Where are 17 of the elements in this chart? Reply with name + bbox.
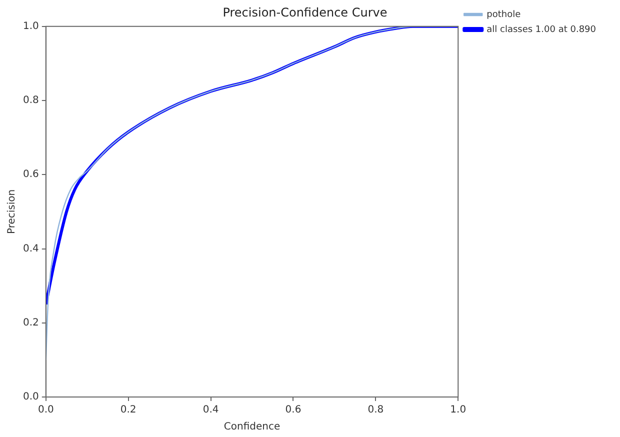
legend-label: pothole: [486, 10, 522, 20]
y-tick-label: 1.0: [22, 20, 39, 32]
y-tick-label: 0.6: [22, 169, 39, 180]
x-tick-label: 0.2: [120, 404, 136, 416]
chart-title: Precision-Confidence Curve: [222, 5, 388, 20]
y-tick-label: 0.8: [22, 95, 39, 106]
legend-label: all classes 1.00 at 0.890: [486, 24, 596, 35]
x-axis-title: Confidence: [224, 422, 280, 433]
x-tick-label: 0.6: [285, 404, 302, 416]
x-tick-label: 0.4: [202, 404, 219, 416]
y-tick-label: 0.4: [22, 243, 39, 254]
y-tick-label: 0.2: [22, 317, 39, 328]
y-tick-label: 0.0: [22, 392, 39, 403]
x-tick-label: 1.0: [450, 404, 466, 416]
x-tick-label: 0.8: [368, 404, 384, 416]
x-tick-label: 0.0: [38, 404, 54, 416]
y-axis-title: Precision: [6, 189, 18, 234]
